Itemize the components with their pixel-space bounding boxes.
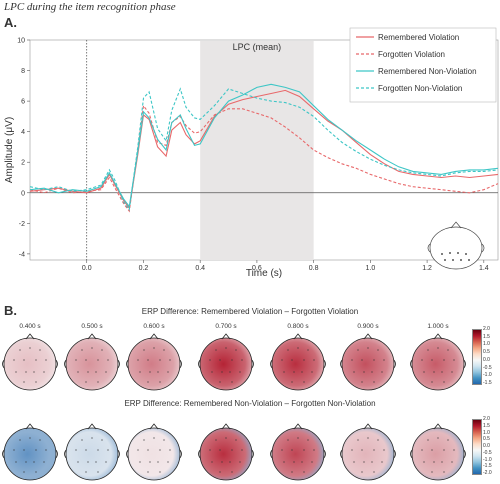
topomap-head [126,333,182,391]
colorbar-tick: -1.0 [483,456,492,463]
x-tick-label: 1.2 [422,265,432,272]
series-line-4 [29,87,499,212]
y-tick-label: 10 [17,38,25,45]
colorbar-tick: 2.0 [483,326,490,332]
series-line-3 [29,83,499,208]
topomap-time-label: 0.400 s [19,323,41,330]
colorbar-tick: 0.5 [483,436,490,443]
y-axis-ticks: -4 -2 0 2 4 6 8 10 [17,38,30,258]
colorbar-tick: 2.0 [483,416,490,422]
series-line-2 [29,104,499,213]
topomap-head [64,333,120,391]
panel-b-label: B. [4,303,17,318]
topomap-head [198,333,254,391]
erp-line-chart: 0.0 0.2 0.4 0.6 0.8 1.0 1.2 1.4 -4 -2 0 2 4 6 8 10 LPC… [4,27,499,279]
topomap-row-title: ERP Difference: Remembered Non-Violation… [124,399,376,408]
x-tick-label: 0.4 [195,265,205,272]
legend-label: Remembered Violation [378,33,459,42]
lpc-window-label: LPC (mean) [233,42,282,52]
colorbar-tick: 1.5 [483,422,490,429]
colorbar-tick: -1.0 [483,372,492,379]
topomap-head [64,423,120,481]
x-axis-label: Time (s) [246,268,282,279]
legend-label: Forgotten Non-Violation [378,84,462,93]
y-tick-label: 6 [21,99,25,106]
colorbar-tick: 1.0 [483,341,490,348]
topomap-head [340,333,396,391]
panel-a-label: A. [4,15,17,30]
y-tick-label: -4 [19,251,25,258]
topomap-time-label: 0.700 s [215,323,237,330]
electrode-head-icon [427,221,485,270]
topomap-head [410,333,466,391]
topomap-time-label: 0.900 s [357,323,379,330]
colorbar [472,329,482,385]
colorbar-tick: -2.0 [483,470,492,476]
y-tick-label: 8 [21,68,25,75]
series-line-1 [29,89,499,210]
x-tick-label: 0.0 [82,265,92,272]
colorbar-tick: 0.0 [483,443,490,449]
colorbar-tick: 0.0 [483,356,490,363]
legend: Remembered Violation Forgotten Violation R… [349,27,497,103]
x-tick-label: 1.4 [479,265,489,272]
topomap-head [410,423,466,481]
topomap-time-label: 0.800 s [287,323,309,330]
y-tick-label: -2 [19,221,25,228]
topomap-time-label: 1.000 s [427,323,449,330]
topomap-time-label: 0.600 s [143,323,165,330]
colorbar-tick: -0.5 [483,449,492,456]
colorbar-tick: -1.5 [483,380,492,386]
colorbar-tick: -0.5 [483,364,492,371]
x-tick-label: 0.2 [139,265,149,272]
x-tick-label: 0.6 [252,265,262,272]
x-tick-label: 1.0 [365,265,375,272]
topomap-head [340,423,396,481]
y-tick-label: 2 [21,160,25,167]
topomap-time-label: 0.500 s [81,323,103,330]
y-axis-label: Amplitude (μV) [4,117,15,183]
y-tick-label: 0 [21,190,25,197]
figure-heading: LPC during the item recognition phase [4,1,176,13]
colorbar-tick: 1.0 [483,429,490,436]
topomap-head [198,423,254,481]
colorbar-tick: 1.5 [483,333,490,340]
lpc-window-shade [200,41,314,260]
topomap-head [126,423,182,481]
y-tick-label: 4 [21,129,25,136]
legend-box [349,27,497,103]
legend-label: Forgotten Violation [378,50,445,59]
topomap-head [2,423,58,481]
topomap-head [270,423,326,481]
series-layer [29,83,499,213]
x-tick-label: 0.8 [309,265,319,272]
topomap-row-title: ERP Difference: Remembered Violation – F… [141,307,359,316]
colorbar [472,419,482,475]
colorbar-tick: 0.5 [483,349,490,356]
legend-label: Remembered Non-Violation [378,67,477,76]
colorbar-tick: -1.5 [483,463,492,470]
topomap-head [270,333,326,391]
x-axis-ticks: 0.0 0.2 0.4 0.6 0.8 1.0 1.2 1.4 [82,260,489,272]
topomap-head [2,333,58,391]
